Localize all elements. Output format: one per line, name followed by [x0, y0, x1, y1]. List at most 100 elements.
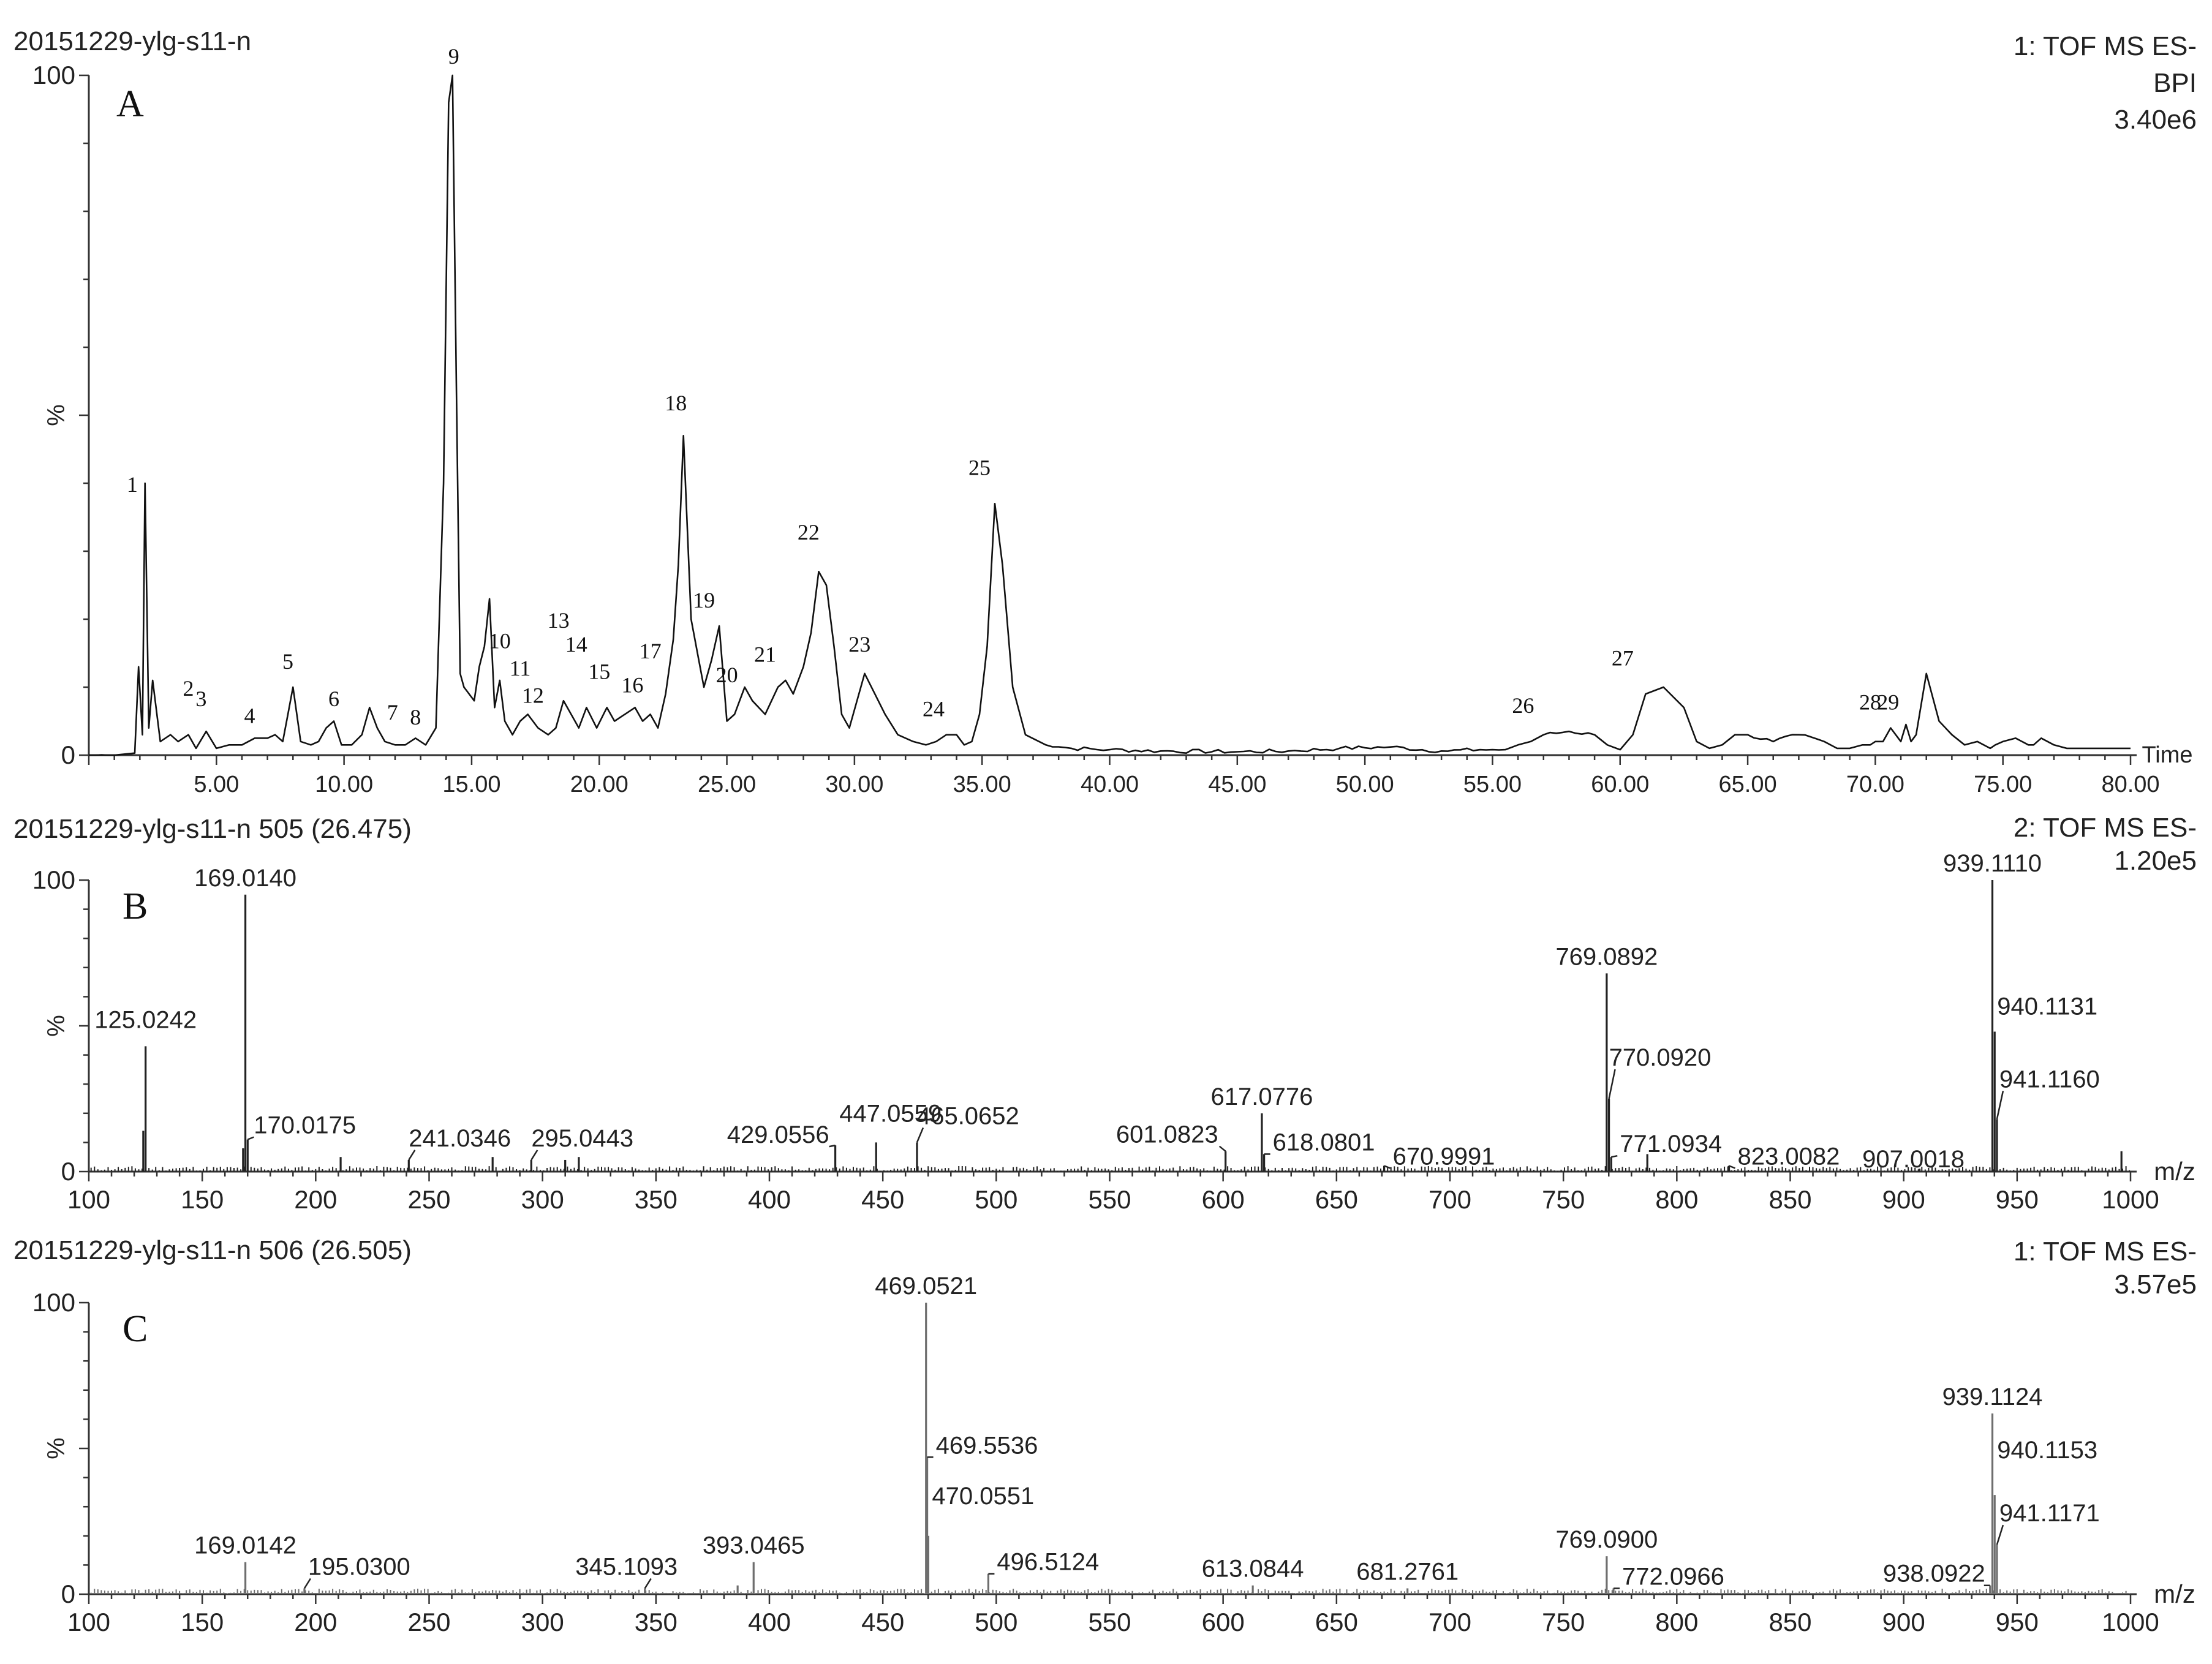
panel-b-label-leader — [1384, 1165, 1391, 1169]
panel-c-header-right-2: 3.57e5 — [2114, 1270, 2197, 1300]
panel-c-peak-label: 681.2761 — [1356, 1558, 1459, 1585]
panel-a-y-tick-label-100: 100 — [32, 61, 75, 89]
panel-c-peak-label: 195.0300 — [308, 1553, 410, 1580]
panel-b-x-tick-label: 650 — [1315, 1185, 1358, 1214]
panel-c-label-leader — [644, 1578, 652, 1589]
panel-a-header-right-3: 3.40e6 — [2114, 105, 2197, 135]
panel-a-header-right-1: 1: TOF MS ES- — [2014, 31, 2197, 61]
panel-a-peak-label-20: 20 — [716, 663, 738, 687]
panel-a-peak-label-12: 12 — [522, 683, 544, 707]
panel-a-peak-label-27: 27 — [1612, 646, 1634, 670]
panel-c-peak-label: 496.5124 — [997, 1549, 1099, 1576]
panel-c-x-tick-label: 550 — [1088, 1608, 1131, 1636]
panel-a-x-tick-label: 10.00 — [315, 772, 373, 797]
panel-b-x-tick-label: 850 — [1768, 1185, 1811, 1214]
panel-a-peak-label-28: 28 — [1859, 690, 1881, 714]
panel-b-y-tick-label-0: 0 — [61, 1157, 75, 1186]
panel-a-letter: A — [116, 83, 144, 125]
panel-b-letter: B — [123, 886, 148, 927]
panel-b-peak-label: 670.9991 — [1393, 1143, 1495, 1170]
panel-b-x-tick-label: 750 — [1542, 1185, 1585, 1214]
panel-b-label-leader — [408, 1150, 416, 1161]
panel-b-label-leader — [916, 1127, 924, 1143]
panel-b-label-leader — [247, 1136, 254, 1140]
panel-c-x-tick-label: 300 — [521, 1608, 564, 1636]
panel-a-x-tick-label: 15.00 — [442, 772, 500, 797]
panel-b-x-tick-label: 200 — [294, 1185, 337, 1214]
panel-c-x-tick-label: 500 — [975, 1608, 1017, 1636]
panel-b-peak-label: 170.0175 — [254, 1112, 356, 1139]
panel-b-x-tick-label: 300 — [521, 1185, 564, 1214]
panel-a-peak-label-6: 6 — [328, 687, 339, 711]
panel-b-header-left: 20151229-ylg-s11-n 505 (26.475) — [13, 814, 412, 844]
panel-b-x-tick-label: 800 — [1655, 1185, 1698, 1214]
panel-b-x-tick-label: 100 — [67, 1185, 110, 1214]
panel-b-x-tick-label: 400 — [748, 1185, 791, 1214]
panel-b-peak-label: 125.0242 — [94, 1006, 197, 1033]
panel-a-x-tick-label: 35.00 — [953, 772, 1011, 797]
panel-b-x-tick-label: 500 — [975, 1185, 1017, 1214]
panel-b-label-leader — [530, 1150, 538, 1161]
panel-a-peak-label-17: 17 — [640, 639, 662, 663]
panel-a-peak-label-22: 22 — [798, 520, 820, 544]
panel-c-peak-label: 772.0966 — [1622, 1563, 1724, 1590]
panel-a-x-tick-label: 50.00 — [1336, 772, 1394, 797]
panel-a-x-tick-label: 75.00 — [1974, 772, 2032, 797]
panel-b-peak-label: 447.0559 — [839, 1100, 942, 1127]
panel-c-x-tick-label: 900 — [1882, 1608, 1925, 1636]
panel-c-letter: C — [123, 1308, 148, 1350]
panel-c-header-right-1: 1: TOF MS ES- — [2014, 1237, 2197, 1267]
panel-b-label-leader — [1608, 1069, 1616, 1099]
panel-a-x-tick-label: 55.00 — [1463, 772, 1522, 797]
panel-a-x-tick-label: 20.00 — [570, 772, 628, 797]
panel-b-peak-label: 601.0823 — [1116, 1121, 1218, 1148]
panel-a-peak-label-25: 25 — [968, 455, 991, 480]
panel-b-label-leader — [1611, 1154, 1618, 1158]
panel-a-peak-label-24: 24 — [923, 697, 945, 721]
panel-c-x-tick-label: 350 — [635, 1608, 678, 1636]
panel-b-x-tick-label: 150 — [181, 1185, 224, 1214]
panel-c-peak-label: 613.0844 — [1202, 1556, 1304, 1583]
panel-c-x-tick-label: 650 — [1315, 1608, 1358, 1636]
panel-a-x-tick-label: 25.00 — [698, 772, 756, 797]
panel-c-y-tick-label-100: 100 — [32, 1288, 75, 1317]
panel-c-peak-label: 169.0142 — [194, 1532, 296, 1559]
panel-b-peak-label: 429.0556 — [727, 1121, 829, 1148]
panel-a-peak-label-15: 15 — [588, 659, 610, 683]
panel-b-label-leader — [1218, 1145, 1226, 1152]
panel-a-y-tick-label-0: 0 — [61, 740, 75, 769]
chromatogram-plot-a: 0 100% 5.00 10.00 15.00 20.00 25.00 30.00 35.00 4… — [32, 44, 2193, 797]
panel-a-peak-label-14: 14 — [565, 632, 587, 657]
panel-b-peak-label: 295.0443 — [531, 1125, 633, 1152]
panel-a-peak-label-13: 13 — [548, 608, 570, 633]
panel-b-x-tick-label: 950 — [1996, 1185, 2039, 1214]
panel-a-peak-label-5: 5 — [282, 649, 293, 674]
panel-b-label-leader — [1996, 1091, 2004, 1120]
panel-c-peak-label: 470.0551 — [932, 1483, 1034, 1510]
panel-a-peak-label-26: 26 — [1512, 693, 1534, 718]
panel-c-x-tick-label: 200 — [294, 1608, 337, 1636]
panel-b-peak-label: 939.1110 — [1943, 850, 2042, 877]
panel-b-y-tick-label-100: 100 — [32, 865, 75, 894]
panel-c-peak-label: 939.1124 — [1942, 1384, 2043, 1410]
panel-b-x-tick-label: 450 — [861, 1185, 904, 1214]
panel-b-peak-label: 771.0934 — [1620, 1131, 1722, 1158]
panel-c-label-leader — [303, 1578, 311, 1589]
panel-c-x-tick-label: 1000 — [2102, 1608, 2159, 1636]
panel-c-x-tick-label: 150 — [181, 1608, 224, 1636]
panel-c-peak-label: 469.5536 — [936, 1432, 1038, 1459]
panel-c-peak-label: 941.1171 — [1999, 1500, 2100, 1527]
panel-a-bpi-trace — [89, 74, 2131, 756]
panel-b-peak-label: 907.0018 — [1862, 1146, 1965, 1173]
panel-a-x-tick-label: 60.00 — [1591, 772, 1649, 797]
panel-a-x-tick-label: 5.00 — [194, 772, 239, 797]
panel-b-noise — [90, 1166, 2131, 1172]
panel-a-x-label: Time — [2142, 742, 2192, 768]
panel-b-header-right-1: 2: TOF MS ES- — [2014, 813, 2197, 843]
panel-c-x-tick-label: 850 — [1768, 1608, 1811, 1636]
panel-c-peak-label: 769.0900 — [1555, 1526, 1658, 1553]
panel-c-x-tick-label: 950 — [1996, 1608, 2039, 1636]
